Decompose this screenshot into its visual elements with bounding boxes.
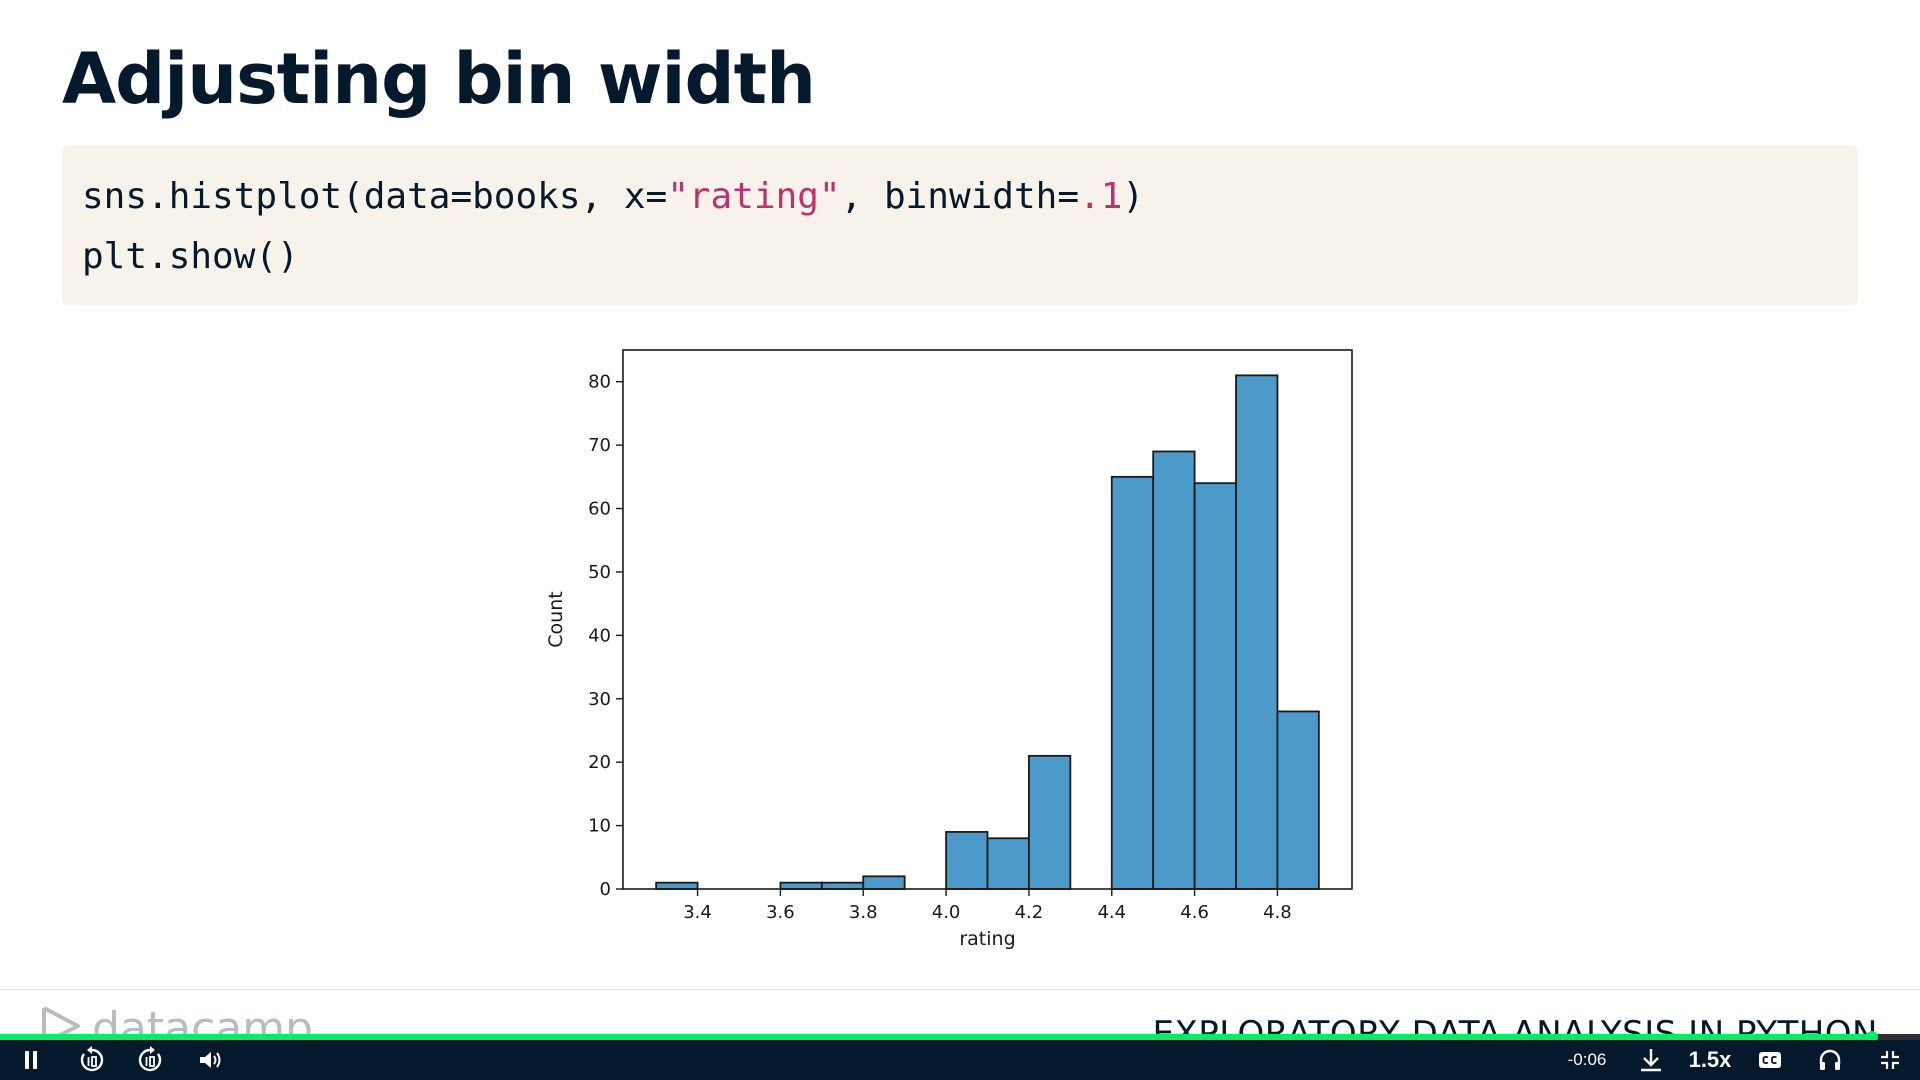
forward-10-button[interactable] <box>130 1040 170 1080</box>
playback-speed-text: 1.5x <box>1688 1047 1732 1072</box>
y-tick-label: 70 <box>588 435 611 456</box>
captions-icon <box>1759 1052 1781 1068</box>
histogram-bar-12 <box>1110 475 1155 890</box>
exit-fullscreen-icon <box>1881 1051 1899 1069</box>
code-string: "rating" <box>667 176 841 217</box>
plot-frame <box>622 349 1353 890</box>
x-axis-ticks: 3.4 3.6 3.8 4.0 4.2 4.4 4.6 4.8 <box>683 889 1292 923</box>
y-tick-label: 80 <box>588 372 611 393</box>
histogram-bar-1 <box>655 881 699 890</box>
y-tick-label: 0 <box>600 879 611 900</box>
histogram-bar-4 <box>779 881 823 890</box>
progress-fill <box>0 1034 1872 1040</box>
rewind-10-button[interactable] <box>72 1040 112 1080</box>
histogram-bar-13 <box>1152 450 1196 890</box>
y-tick-label: 10 <box>588 816 611 837</box>
x-tick-label: 4.6 <box>1180 902 1209 923</box>
slide-title: Adjusting bin width <box>62 38 816 120</box>
download-icon <box>1641 1049 1661 1072</box>
y-tick-label: 60 <box>588 499 611 520</box>
headphones-icon <box>1819 1049 1841 1070</box>
code-text: sns.histplot(data=books, x= <box>82 176 668 217</box>
playback-speed-button[interactable]: 1.5x <box>1684 1040 1736 1080</box>
x-tick-label: 3.6 <box>766 902 795 923</box>
code-line-2: plt.show() <box>82 236 299 277</box>
datacamp-logo-icon <box>42 1006 80 1038</box>
forward-10-icon <box>138 1046 162 1072</box>
histogram-bar-15 <box>1235 374 1279 890</box>
x-tick-label: 3.4 <box>683 902 712 923</box>
pause-icon <box>25 1051 37 1069</box>
footer-brand: datacamp <box>40 1004 313 1038</box>
histogram-bar-14 <box>1193 482 1237 890</box>
histogram-bars <box>655 374 1320 890</box>
time-remaining: -0:06 <box>1555 1040 1619 1080</box>
histogram-chart: 3.4 3.6 3.8 4.0 4.2 4.4 4.6 4.8 0 10 20 30 40 50 60 70… <box>545 349 1353 950</box>
x-axis-label: rating <box>959 928 1015 950</box>
y-tick-label: 30 <box>588 689 611 710</box>
y-tick-label: 20 <box>588 752 611 773</box>
footer-divider <box>0 989 1920 990</box>
code-number: .1 <box>1079 176 1123 217</box>
histogram-bar-8 <box>945 831 989 890</box>
captions-button[interactable] <box>1752 1040 1788 1080</box>
rewind-10-icon <box>80 1046 104 1072</box>
x-tick-label: 4.8 <box>1263 902 1292 923</box>
histogram-bar-6 <box>862 875 906 890</box>
x-tick-label: 4.2 <box>1015 902 1044 923</box>
histogram-bar-5 <box>820 881 865 890</box>
y-axis-ticks: 0 10 20 30 40 50 60 70 80 <box>588 372 623 900</box>
code-text: , binwidth= <box>840 176 1080 217</box>
brand-name: datacamp <box>92 1004 314 1038</box>
video-player-controls: -0:06 1.5x <box>0 1040 1920 1080</box>
code-block: sns.histplot(data=books, x="rating", bin… <box>62 145 1858 305</box>
histogram-bar-16 <box>1276 710 1320 890</box>
volume-icon <box>200 1052 221 1068</box>
x-tick-label: 4.0 <box>932 902 961 923</box>
y-tick-label: 50 <box>588 562 611 583</box>
y-axis-label: Count <box>545 591 567 647</box>
y-tick-label: 40 <box>588 625 611 646</box>
histogram-bar-9 <box>986 837 1030 890</box>
histogram-bar-10 <box>1028 754 1072 890</box>
code-text: ) <box>1122 176 1145 217</box>
pause-button[interactable] <box>14 1040 48 1080</box>
download-button[interactable] <box>1634 1040 1668 1080</box>
exit-fullscreen-button[interactable] <box>1872 1040 1908 1080</box>
x-tick-label: 3.8 <box>849 902 878 923</box>
code-line-1: sns.histplot(data=books, x="rating", bin… <box>82 167 1838 227</box>
audio-button[interactable] <box>1812 1040 1848 1080</box>
time-remaining-text: -0:06 <box>1567 1050 1607 1069</box>
volume-button[interactable] <box>194 1040 228 1080</box>
x-tick-label: 4.4 <box>1097 902 1126 923</box>
